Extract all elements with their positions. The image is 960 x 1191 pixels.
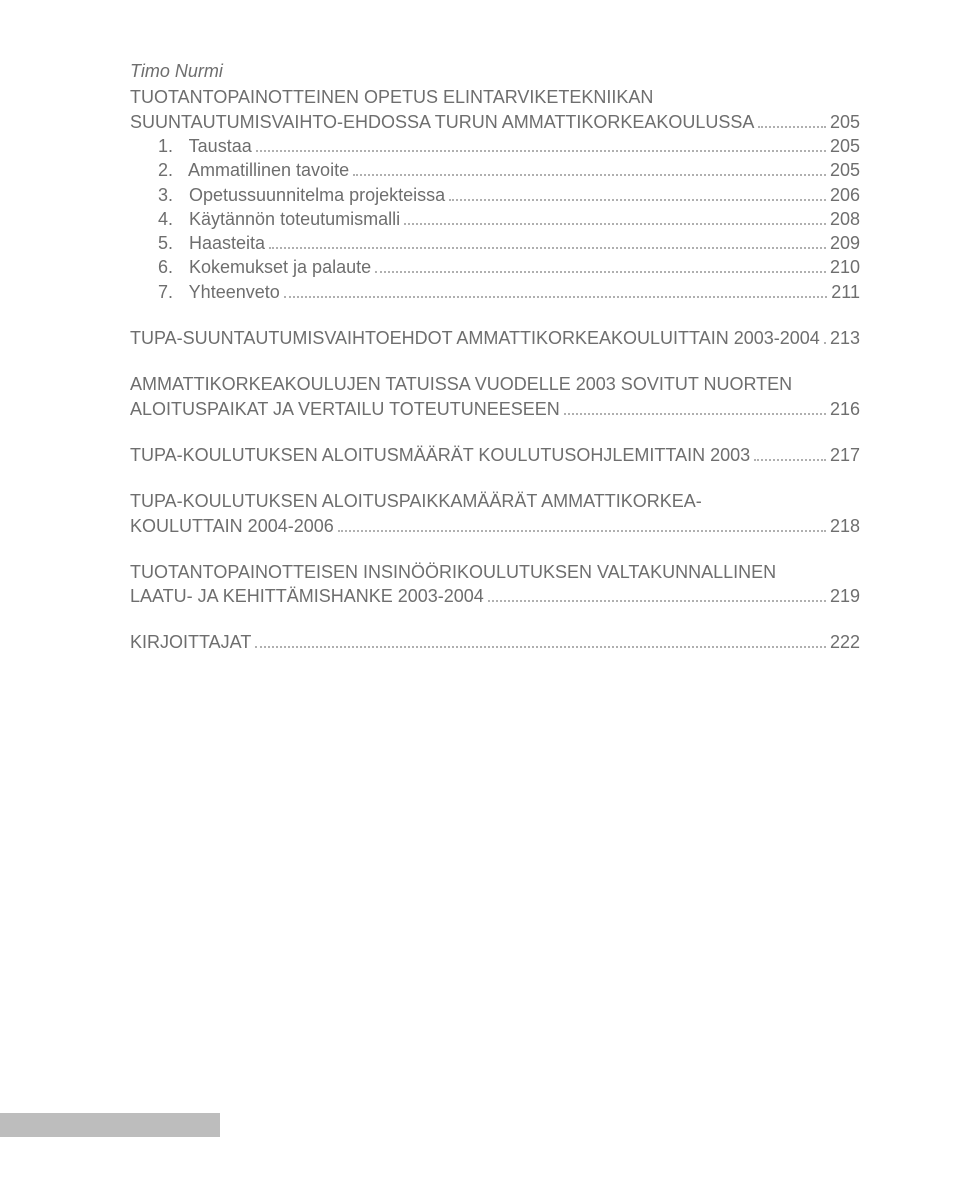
toc-sub-row: 2. Ammatillinen tavoite 205 xyxy=(130,158,860,182)
toc-section-row: ALOITUSPAIKAT JA VERTAILU TOTEUTUNEESEEN… xyxy=(130,397,860,421)
toc-sub-label: 5. Haasteita xyxy=(130,231,265,255)
article-block: Timo Nurmi TUOTANTOPAINOTTEINEN OPETUS E… xyxy=(130,60,860,304)
toc-sub-label: 3. Opetussuunnitelma projekteissa xyxy=(130,183,445,207)
article-title-row-2: SUUNTAUTUMISVAIHTO-EHDOSSA TURUN AMMATTI… xyxy=(130,110,860,134)
toc-section-block: AMMATTIKORKEAKOULUJEN TATUISSA VUODELLE … xyxy=(130,372,860,421)
toc-sub-number: 7. xyxy=(158,280,184,304)
toc-section-row: TUPA-KOULUTUKSEN ALOITUSPAIKKAMÄÄRÄT AMM… xyxy=(130,489,860,513)
author-name: Timo Nurmi xyxy=(130,60,860,83)
toc-section-page: 219 xyxy=(830,584,860,608)
toc-sub-row: 1. Taustaa 205 xyxy=(130,134,860,158)
toc-sub-number: 6. xyxy=(158,255,184,279)
article-subsections: 1. Taustaa2052. Ammatillinen tavoite2053… xyxy=(130,134,860,304)
dot-leader xyxy=(564,398,826,414)
toc-section-row: TUPA-SUUNTAUTUMISVAIHTOEHDOT AMMATTIKORK… xyxy=(130,326,860,350)
article-title-line2: SUUNTAUTUMISVAIHTO-EHDOSSA TURUN AMMATTI… xyxy=(130,110,754,134)
toc-sub-label: 2. Ammatillinen tavoite xyxy=(130,158,349,182)
dot-leader xyxy=(404,208,826,224)
toc-sub-page: 205 xyxy=(830,158,860,182)
toc-section-page: 216 xyxy=(830,397,860,421)
toc-section-block: KIRJOITTAJAT 222 xyxy=(130,630,860,654)
dot-leader xyxy=(284,281,828,297)
dot-leader xyxy=(353,160,826,176)
toc-section-label: LAATU- JA KEHITTÄMISHANKE 2003-2004 xyxy=(130,584,484,608)
dot-leader xyxy=(449,184,826,200)
toc-sub-row: 4. Käytännön toteutumismalli 208 xyxy=(130,207,860,231)
toc-sub-number: 2. xyxy=(158,158,184,182)
toc-sub-label: 7. Yhteenveto xyxy=(130,280,280,304)
toc-section-row: TUOTANTOPAINOTTEISEN INSINÖÖRIKOULUTUKSE… xyxy=(130,560,860,584)
toc-section-page: 217 xyxy=(830,443,860,467)
footer-bar xyxy=(0,1113,220,1137)
toc-section-block: TUPA-KOULUTUKSEN ALOITUSPAIKKAMÄÄRÄT AMM… xyxy=(130,489,860,538)
toc-section-label: TUPA-KOULUTUKSEN ALOITUSPAIKKAMÄÄRÄT AMM… xyxy=(130,489,702,513)
toc-sub-label: 1. Taustaa xyxy=(130,134,252,158)
toc-sub-number: 5. xyxy=(158,231,184,255)
toc-section-row: KIRJOITTAJAT 222 xyxy=(130,630,860,654)
toc-sub-number: 4. xyxy=(158,207,184,231)
toc-section-label: TUOTANTOPAINOTTEISEN INSINÖÖRIKOULUTUKSE… xyxy=(130,560,776,584)
toc-sub-row: 3. Opetussuunnitelma projekteissa 206 xyxy=(130,183,860,207)
toc-section-label: TUPA-KOULUTUKSEN ALOITUSMÄÄRÄT KOULUTUSO… xyxy=(130,443,750,467)
dot-leader xyxy=(338,515,826,531)
toc-section-block: TUPA-SUUNTAUTUMISVAIHTOEHDOT AMMATTIKORK… xyxy=(130,326,860,350)
toc-sub-label: 4. Käytännön toteutumismalli xyxy=(130,207,400,231)
toc-section-row: LAATU- JA KEHITTÄMISHANKE 2003-2004 219 xyxy=(130,584,860,608)
toc-page: Timo Nurmi TUOTANTOPAINOTTEINEN OPETUS E… xyxy=(0,0,960,655)
toc-sub-number: 1. xyxy=(158,134,184,158)
toc-section-block: TUOTANTOPAINOTTEISEN INSINÖÖRIKOULUTUKSE… xyxy=(130,560,860,609)
toc-sub-number: 3. xyxy=(158,183,184,207)
article-title-line1: TUOTANTOPAINOTTEINEN OPETUS ELINTARVIKET… xyxy=(130,85,653,109)
toc-sub-page: 208 xyxy=(830,207,860,231)
toc-section-label: TUPA-SUUNTAUTUMISVAIHTOEHDOT AMMATTIKORK… xyxy=(130,326,820,350)
toc-section-block: TUPA-KOULUTUKSEN ALOITUSMÄÄRÄT KOULUTUSO… xyxy=(130,443,860,467)
article-title-row-1: TUOTANTOPAINOTTEINEN OPETUS ELINTARVIKET… xyxy=(130,85,860,109)
toc-sub-page: 209 xyxy=(830,231,860,255)
toc-sub-label: 6. Kokemukset ja palaute xyxy=(130,255,371,279)
toc-sub-row: 6. Kokemukset ja palaute 210 xyxy=(130,255,860,279)
dot-leader xyxy=(256,136,826,152)
dot-leader xyxy=(754,445,826,461)
dot-leader xyxy=(255,632,826,648)
toc-sub-page: 211 xyxy=(831,280,860,304)
dot-leader xyxy=(375,257,826,273)
toc-sub-row: 5. Haasteita 209 xyxy=(130,231,860,255)
toc-section-page: 222 xyxy=(830,630,860,654)
toc-section-row: AMMATTIKORKEAKOULUJEN TATUISSA VUODELLE … xyxy=(130,372,860,396)
dot-leader xyxy=(269,233,826,249)
sections-container: TUPA-SUUNTAUTUMISVAIHTOEHDOT AMMATTIKORK… xyxy=(130,326,860,655)
dot-leader xyxy=(758,111,826,127)
toc-sub-page: 206 xyxy=(830,183,860,207)
toc-sub-page: 210 xyxy=(830,255,860,279)
toc-sub-page: 205 xyxy=(830,134,860,158)
toc-section-page: 218 xyxy=(830,514,860,538)
toc-section-page: 213 xyxy=(830,326,860,350)
toc-section-label: KOULUTTAIN 2004-2006 xyxy=(130,514,334,538)
article-title-page: 205 xyxy=(830,110,860,134)
toc-section-label: KIRJOITTAJAT xyxy=(130,630,251,654)
toc-section-label: AMMATTIKORKEAKOULUJEN TATUISSA VUODELLE … xyxy=(130,372,792,396)
toc-sub-row: 7. Yhteenveto 211 xyxy=(130,280,860,304)
toc-section-label: ALOITUSPAIKAT JA VERTAILU TOTEUTUNEESEEN xyxy=(130,397,560,421)
dot-leader xyxy=(488,586,826,602)
toc-section-row: KOULUTTAIN 2004-2006 218 xyxy=(130,514,860,538)
dot-leader xyxy=(824,328,826,344)
toc-section-row: TUPA-KOULUTUKSEN ALOITUSMÄÄRÄT KOULUTUSO… xyxy=(130,443,860,467)
